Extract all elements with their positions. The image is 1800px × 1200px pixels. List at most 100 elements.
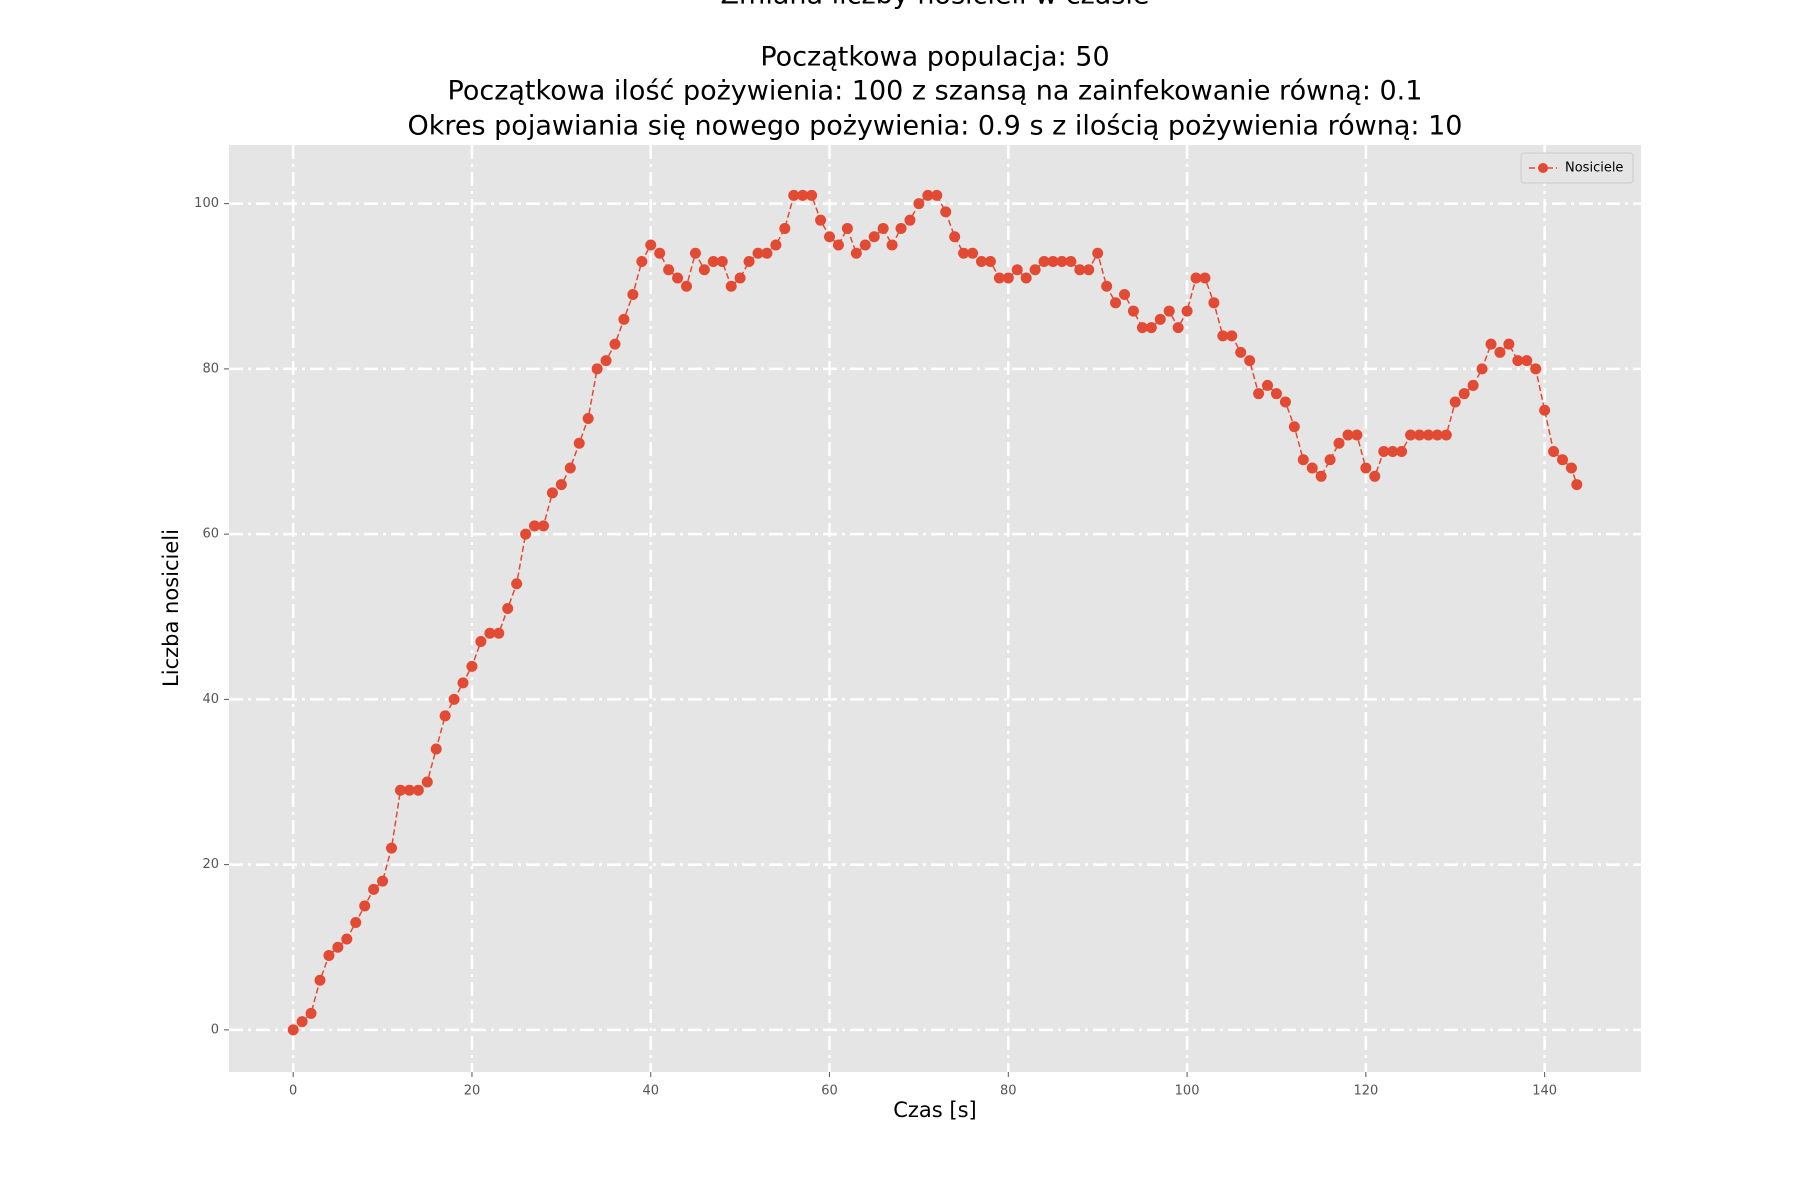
data-point (1119, 289, 1131, 301)
data-point (672, 272, 684, 284)
data-point (1565, 462, 1577, 474)
data-point (761, 247, 773, 259)
data-point (1467, 379, 1479, 391)
data-point (958, 247, 970, 259)
data-point (931, 189, 943, 201)
data-point (323, 950, 335, 962)
data-point (1056, 255, 1068, 267)
data-point (493, 627, 505, 639)
data-point (511, 578, 523, 590)
data-point (1065, 255, 1077, 267)
y-tick-label: 100 (194, 196, 219, 211)
chart-subtitle: Początkowa ilość pożywienia: 100 z szans… (448, 76, 1423, 107)
data-point (502, 603, 514, 614)
data-point (1306, 462, 1318, 474)
data-point (1539, 404, 1551, 416)
data-point (904, 214, 916, 226)
data-point (1449, 396, 1461, 408)
data-point (886, 239, 898, 251)
plot-area (229, 145, 1641, 1072)
data-point (332, 941, 344, 953)
x-tick-label: 120 (1353, 1084, 1378, 1099)
data-point (734, 272, 746, 284)
x-tick-label: 0 (289, 1084, 297, 1099)
data-point (314, 974, 326, 986)
data-point (403, 784, 415, 796)
data-point (1521, 355, 1533, 367)
data-point (984, 255, 996, 267)
data-point (1190, 272, 1202, 284)
data-point (1154, 313, 1166, 325)
chart-subtitle: Początkowa populacja: 50 (760, 42, 1109, 73)
data-point (940, 206, 952, 218)
data-point (1101, 280, 1113, 292)
data-point (341, 933, 353, 945)
data-point (1279, 396, 1291, 408)
data-point (1315, 470, 1327, 482)
data-point (797, 189, 809, 201)
data-point (305, 1007, 317, 1019)
data-point (1396, 446, 1408, 458)
data-point (1083, 264, 1095, 276)
data-point (475, 636, 487, 648)
data-point (546, 487, 558, 499)
data-point (698, 264, 710, 276)
data-point (457, 677, 469, 689)
data-point (1288, 421, 1300, 433)
data-point (537, 520, 549, 532)
chart-title: Zmiana liczby nosicieli w czasie (721, 0, 1150, 11)
x-tick-label: 60 (821, 1084, 838, 1099)
data-point (1011, 264, 1023, 276)
data-point (707, 255, 719, 267)
data-point (788, 189, 800, 201)
data-point (573, 437, 585, 449)
data-point (1074, 264, 1086, 276)
data-point (1163, 305, 1175, 317)
data-point (770, 239, 782, 251)
data-point (1360, 462, 1372, 474)
data-point (868, 231, 880, 243)
data-point (350, 916, 362, 928)
data-point (1369, 470, 1381, 482)
data-point (1342, 429, 1354, 441)
data-point (1145, 322, 1157, 334)
data-point (1038, 255, 1050, 267)
y-tick-label: 40 (202, 692, 219, 707)
data-point (1244, 355, 1256, 367)
data-point (806, 189, 818, 201)
y-tick-label: 0 (211, 1022, 219, 1037)
data-point (1440, 429, 1452, 441)
data-point (520, 528, 532, 540)
y-tick-label: 80 (202, 361, 219, 376)
data-point (850, 247, 862, 259)
data-point (394, 784, 406, 796)
y-tick-label: 20 (202, 857, 219, 872)
data-point (529, 520, 541, 532)
data-point (386, 842, 398, 854)
data-point (1092, 247, 1104, 259)
data-point (1217, 330, 1229, 342)
x-tick-label: 40 (642, 1084, 659, 1099)
data-point (832, 239, 844, 251)
data-point (725, 280, 737, 292)
data-point (949, 231, 961, 243)
data-point (752, 247, 764, 259)
data-point (439, 710, 451, 722)
data-point (1002, 272, 1014, 284)
data-point (368, 883, 380, 895)
x-tick-label: 20 (464, 1084, 481, 1099)
data-point (716, 255, 728, 267)
data-point (1413, 429, 1425, 441)
data-point (841, 222, 853, 234)
data-point (1571, 479, 1583, 491)
data-point (1127, 305, 1139, 317)
data-point (1387, 446, 1399, 458)
data-point (1020, 272, 1032, 284)
chart-subtitle: Okres pojawiania się nowego pożywienia: … (408, 111, 1463, 142)
data-point (600, 355, 612, 367)
data-point (1324, 454, 1336, 466)
y-tick-label: 60 (202, 527, 219, 542)
data-point (815, 214, 827, 226)
data-point (1503, 338, 1515, 350)
